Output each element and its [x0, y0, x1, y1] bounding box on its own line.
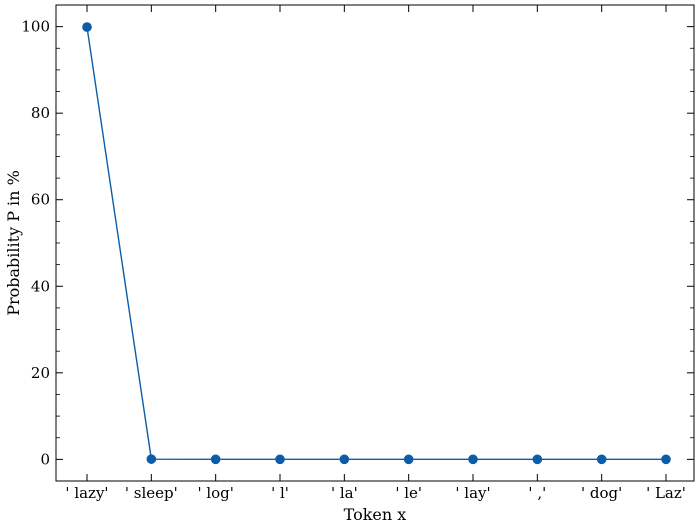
series-layer	[82, 22, 671, 465]
y-axis-label: Probability P in %	[4, 170, 23, 316]
x-tick-label: ' lazy'	[65, 484, 108, 502]
x-tick-label: ' Laz'	[646, 484, 686, 502]
x-tick-label: ' dog'	[581, 484, 622, 502]
x-tick-label: ' sleep'	[125, 484, 178, 502]
data-point	[661, 454, 671, 465]
x-tick-label: ' la'	[331, 484, 358, 502]
data-point	[403, 454, 414, 465]
x-tick-label: ' log'	[197, 484, 233, 502]
data-point	[532, 454, 543, 465]
data-point	[82, 22, 92, 32]
x-tick-label: ' ,'	[528, 484, 546, 502]
x-tick-label: ' lay'	[455, 484, 490, 502]
ticks-layer: 0 20 40 60 80 100 ' lazy' ' sleep' ' log' ' l' ' l…	[21, 4, 694, 502]
data-point	[468, 454, 478, 465]
y-tick-label: 60	[31, 191, 50, 209]
data-point	[146, 454, 157, 464]
data-point	[210, 454, 221, 465]
data-point	[275, 454, 285, 465]
y-tick-label: 0	[40, 450, 50, 468]
y-tick-label: 100	[21, 18, 50, 36]
y-tick-label: 40	[31, 277, 50, 295]
data-point	[596, 454, 607, 465]
x-axis-label: Token x	[344, 505, 407, 524]
series-line	[86, 26, 666, 461]
data-point	[339, 454, 350, 465]
y-tick-label: 20	[31, 364, 50, 382]
x-tick-label: ' le'	[395, 484, 422, 502]
plot-frame	[55, 4, 695, 482]
x-tick-label: ' l'	[271, 484, 289, 502]
y-tick-label: 80	[31, 104, 50, 122]
